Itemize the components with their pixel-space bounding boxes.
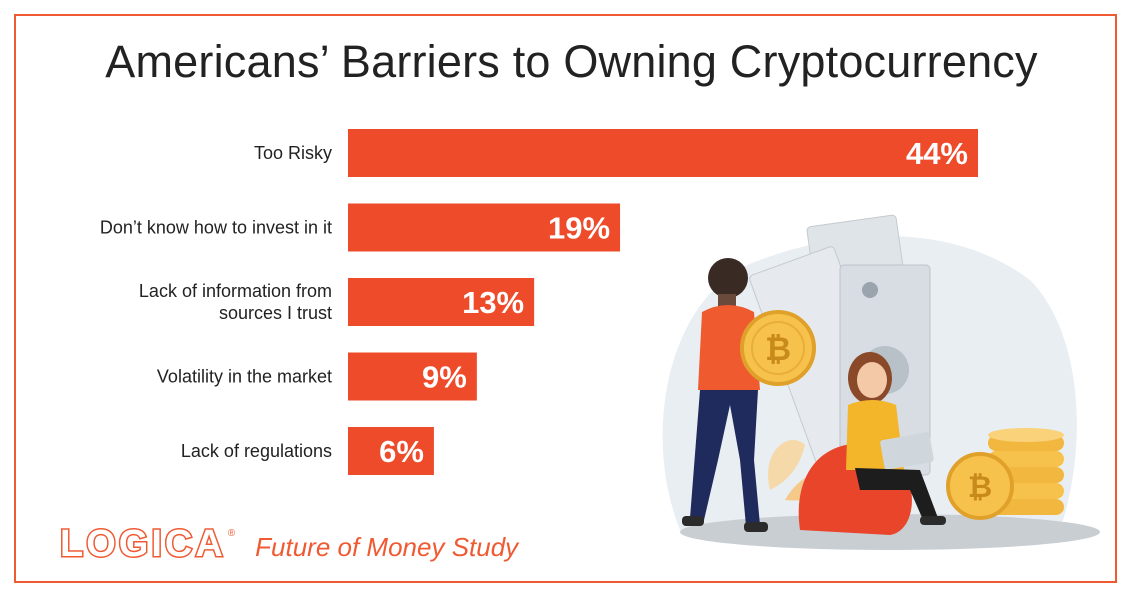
standing-man-figure	[682, 258, 768, 532]
category-label: sources I trust	[219, 303, 332, 323]
bar	[348, 278, 535, 326]
svg-text:₿: ₿	[765, 330, 791, 368]
bar	[348, 129, 978, 177]
category-label: Lack of information from	[139, 281, 332, 301]
chart-title: Americans’ Barriers to Owning Cryptocurr…	[105, 36, 1038, 87]
bar	[348, 427, 434, 475]
banknotes-icon	[749, 214, 931, 476]
bitcoin-coin-icon: ₿	[740, 310, 816, 386]
bar	[348, 352, 477, 401]
bar-value-label: 44%	[906, 136, 968, 171]
bitcoin-coin-icon: ₿	[946, 452, 1014, 520]
registered-mark: ®	[227, 528, 236, 539]
chart-frame	[14, 14, 1117, 583]
crypto-illustration: ₿ ₿	[662, 214, 1100, 550]
category-label: Volatility in the market	[157, 367, 332, 387]
category-label: Lack of regulations	[181, 441, 332, 461]
study-name: Future of Money Study	[255, 532, 519, 562]
brand-footer: LOGICA ® Future of Money Study	[59, 522, 519, 567]
svg-text:₿: ₿	[968, 470, 992, 505]
category-label: Don’t know how to invest in it	[100, 218, 332, 238]
bar-value-label: 6%	[379, 434, 424, 469]
bar-value-label: 13%	[462, 285, 524, 320]
bar-value-label: 9%	[422, 360, 467, 395]
bar	[348, 203, 621, 252]
leaf-shape	[768, 440, 805, 490]
bar-value-label: 19%	[548, 211, 610, 246]
category-label: Too Risky	[254, 143, 332, 163]
logica-logo: LOGICA	[59, 522, 226, 567]
seated-woman-figure	[798, 352, 946, 535]
